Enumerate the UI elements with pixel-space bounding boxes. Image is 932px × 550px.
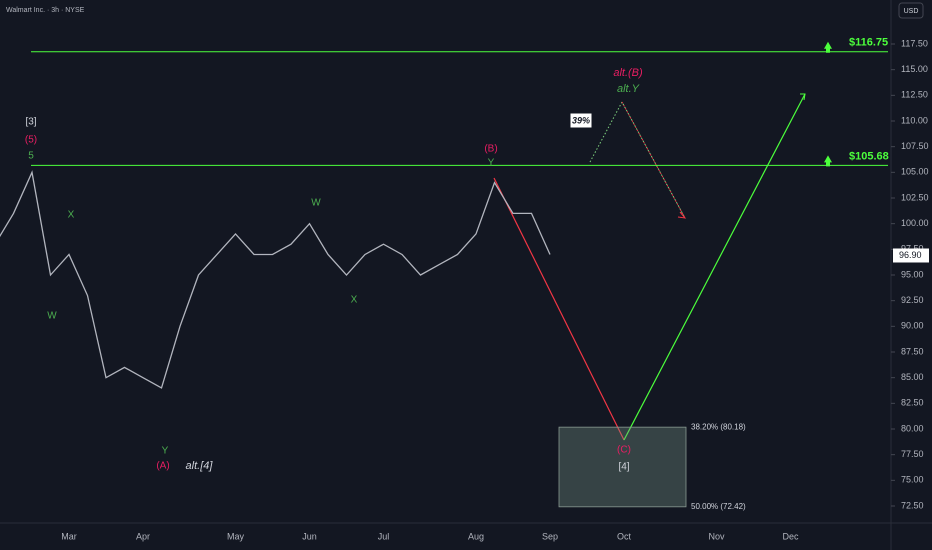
fib-label: 50.00% (72.42) (691, 502, 746, 511)
fib-label: 38.20% (80.18) (691, 422, 746, 431)
fib-zone (558, 426, 687, 508)
level-arrow (824, 155, 832, 167)
y-tick-label: 112.50 (901, 90, 928, 100)
y-tick-label: 100.00 (901, 218, 929, 228)
x-tick-label: Jun (302, 531, 317, 541)
wave-label: Y (162, 446, 169, 457)
arrow-head (800, 93, 806, 101)
price-line (0, 170, 551, 389)
wave-label: alt.(B) (613, 67, 643, 79)
y-tick-label: 75.00 (901, 475, 924, 485)
alt-path-down (621, 101, 686, 219)
wave-label: W (311, 198, 321, 209)
level-label: $105.68 (849, 150, 889, 162)
wave-label: [4] (618, 462, 629, 473)
currency[interactable]: USD (904, 8, 919, 15)
y-tick-label: 110.00 (901, 115, 928, 125)
wave-label: (5) (25, 135, 37, 146)
level-label: $116.75 (849, 37, 888, 49)
x-tick-label: Aug (468, 531, 484, 541)
y-tick-label: 107.50 (901, 141, 929, 151)
chart-title: Walmart Inc. · 3h · NYSE (6, 7, 85, 14)
wave-label: Y (488, 158, 495, 169)
level-arrow (824, 41, 832, 53)
wave-label: X (351, 295, 358, 306)
wave-label: alt.[4] (186, 460, 214, 472)
y-tick-label: 87.50 (901, 346, 924, 356)
last-price-box (893, 248, 929, 263)
x-tick-label: Dec (782, 531, 799, 541)
forecast-paths (493, 93, 806, 441)
x-tick-label: Nov (708, 531, 725, 541)
y-tick-label: 105.00 (901, 167, 929, 177)
arrow-head (677, 211, 687, 219)
wave-label: alt.Y (617, 83, 640, 95)
wave-label: (A) (156, 461, 169, 472)
x-tick-label: Sep (542, 531, 558, 541)
wave-label: W (47, 311, 57, 322)
wave-label: 5 (28, 151, 34, 162)
x-tick-label: Apr (136, 531, 150, 541)
x-tick-label: Mar (61, 531, 77, 541)
currency-box[interactable] (898, 2, 924, 19)
x-tick-label: Jul (378, 531, 390, 541)
y-tick-label: 82.50 (901, 398, 924, 408)
y-tick-label: 117.50 (901, 38, 928, 48)
probability: 39% (572, 115, 590, 125)
y-tick-label: 85.00 (901, 372, 924, 382)
y-tick-label: 115.00 (901, 64, 928, 74)
y-tick-label: 102.50 (901, 192, 929, 202)
y-tick-label: 80.00 (901, 423, 924, 433)
x-tick-label: May (227, 531, 245, 541)
wave-label: [3] (25, 117, 36, 128)
y-tick-label: 72.50 (901, 500, 924, 510)
probability-box (569, 112, 593, 129)
last-price-label: 96.90 (899, 250, 922, 260)
y-tick-label: 77.50 (901, 449, 924, 459)
projection-down (493, 177, 625, 441)
projection-up (623, 93, 806, 441)
y-tick-label: 92.50 (901, 295, 924, 305)
x-tick-label: Oct (617, 531, 632, 541)
y-tick-label: 95.00 (901, 269, 924, 279)
y-tick-label: 90.00 (901, 321, 924, 331)
wave-label: (C) (617, 445, 631, 456)
wave-label: X (68, 210, 75, 221)
wave-label: (B) (484, 144, 497, 155)
